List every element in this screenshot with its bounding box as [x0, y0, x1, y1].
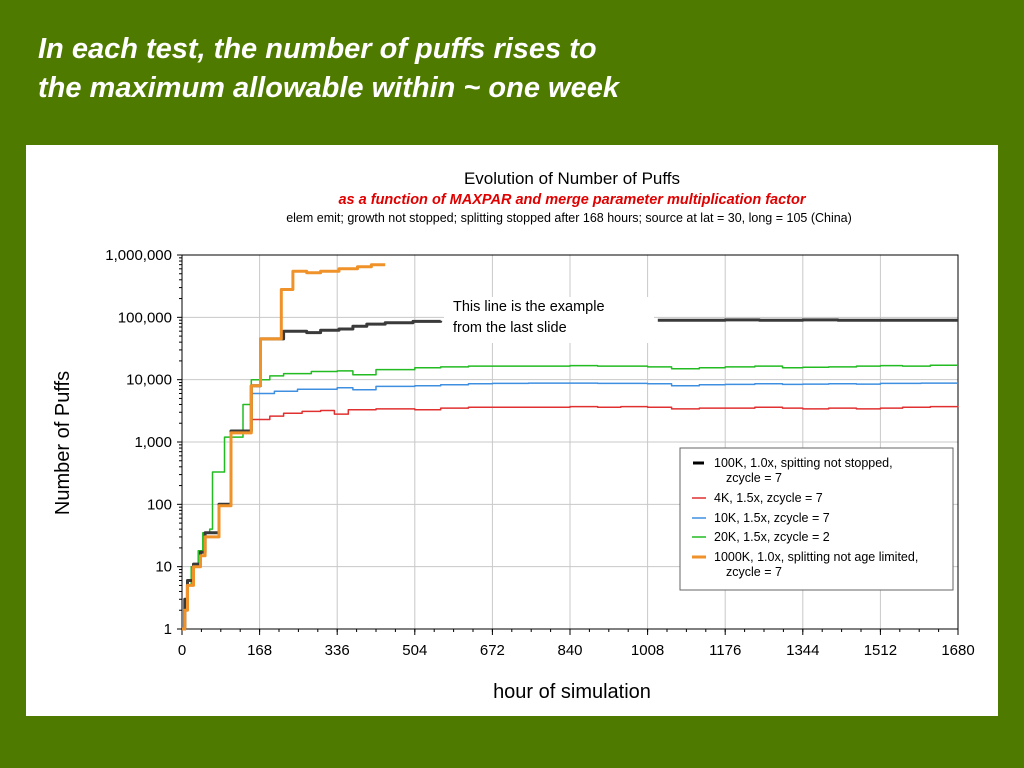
y-tick-label: 10 [155, 559, 172, 576]
x-tick-label: 672 [480, 642, 505, 659]
x-tick-label: 1008 [631, 642, 664, 659]
chart-subtitle: as a function of MAXPAR and merge parame… [338, 192, 806, 208]
annotation: This line is the example from the last s… [444, 297, 654, 343]
legend-label: 1000K, 1.0x, splitting not age limited, [714, 550, 918, 564]
legend: 100K, 1.0x, spitting not stopped,zcycle … [679, 447, 954, 591]
legend-label-line-2: zcycle = 7 [726, 471, 782, 485]
plot-frame [181, 254, 959, 630]
x-tick-label: 1512 [864, 642, 897, 659]
y-tick-label: 100 [147, 496, 172, 513]
legend-label: 20K, 1.5x, zcycle = 2 [714, 530, 830, 544]
slide-title-line-2: the maximum allowable within ~ one week [38, 72, 619, 104]
legend-label: 4K, 1.5x, zcycle = 7 [714, 491, 823, 505]
series-line [182, 319, 443, 631]
y-tick-label: 10,000 [126, 372, 172, 389]
x-tick-label: 840 [557, 642, 582, 659]
x-tick-label: 1176 [709, 642, 741, 659]
chart-title: Evolution of Number of Puffs [464, 169, 680, 188]
x-tick-label: 1680 [941, 642, 974, 659]
legend-label-line-2: zcycle = 7 [726, 565, 782, 579]
axes: 1 10 100 1,000 10,000 100,000 1,000,000 0 168 336… [105, 247, 974, 659]
y-tick-label: 1,000 [134, 434, 172, 451]
slide-title-line-1: In each test, the number of puffs rises … [38, 33, 597, 65]
annotation-line-1: This line is the example [453, 299, 605, 315]
x-tick-label: 336 [325, 642, 350, 659]
chart-svg: Evolution of Number of Puffs as a functi… [52, 169, 975, 703]
legend-label: 10K, 1.5x, zcycle = 7 [714, 511, 830, 525]
chart-panel: Evolution of Number of Puffs as a functi… [26, 145, 998, 716]
y-axis-label: Number of Puffs [52, 371, 74, 515]
annotation-line-2: from the last slide [453, 320, 567, 336]
y-tick-label: 1 [164, 621, 172, 638]
x-tick-label: 168 [247, 642, 272, 659]
x-tick-label: 1344 [786, 642, 819, 659]
series-line [182, 263, 386, 631]
legend-label: 100K, 1.0x, spitting not stopped, [714, 456, 893, 470]
slide-title: In each test, the number of puffs rises … [38, 30, 619, 108]
annotation-box [444, 297, 654, 343]
chart-subtitle-2: elem emit; growth not stopped; splitting… [286, 211, 852, 225]
x-tick-label: 504 [402, 642, 427, 659]
y-tick-label: 100,000 [118, 309, 172, 326]
legend-box [679, 447, 954, 591]
series-layer [182, 263, 959, 631]
x-axis-label: hour of simulation [493, 681, 651, 703]
y-tick-label: 1,000,000 [105, 247, 172, 264]
x-tick-label: 0 [178, 642, 186, 659]
